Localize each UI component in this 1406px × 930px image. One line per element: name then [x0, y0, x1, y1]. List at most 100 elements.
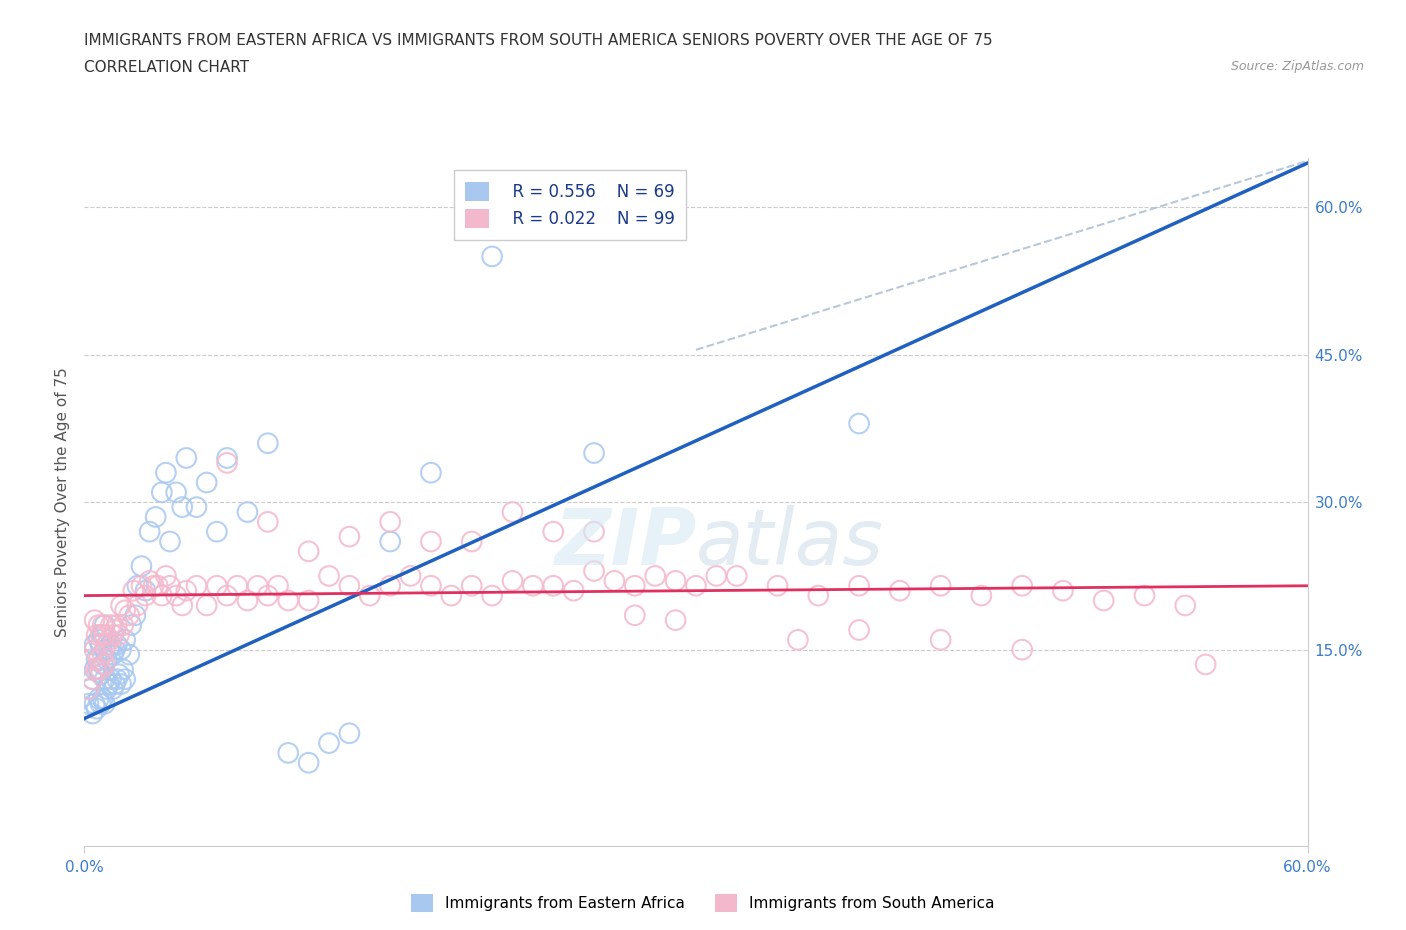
- Point: [236, 593, 259, 608]
- Point: [93, 618, 117, 632]
- Point: [298, 544, 321, 559]
- Point: [91, 647, 114, 662]
- Point: [176, 583, 198, 598]
- Point: [118, 647, 141, 662]
- Point: [420, 578, 443, 593]
- Point: [257, 588, 280, 603]
- Point: [543, 578, 565, 593]
- Point: [1195, 657, 1218, 671]
- Point: [1011, 643, 1033, 658]
- Point: [929, 578, 952, 593]
- Point: [502, 574, 524, 589]
- Point: [82, 671, 104, 686]
- Text: Source: ZipAtlas.com: Source: ZipAtlas.com: [1230, 60, 1364, 73]
- Point: [848, 622, 870, 637]
- Point: [112, 662, 135, 677]
- Point: [583, 445, 606, 460]
- Point: [87, 662, 110, 677]
- Point: [86, 652, 108, 667]
- Point: [100, 618, 122, 632]
- Point: [186, 499, 208, 514]
- Point: [124, 608, 146, 623]
- Point: [135, 583, 157, 598]
- Point: [929, 632, 952, 647]
- Point: [138, 525, 160, 539]
- Point: [77, 682, 100, 697]
- Point: [83, 637, 105, 652]
- Point: [1092, 593, 1115, 608]
- Point: [150, 485, 173, 499]
- Point: [165, 485, 187, 499]
- Text: CORRELATION CHART: CORRELATION CHART: [84, 60, 249, 75]
- Point: [339, 578, 361, 593]
- Point: [83, 662, 105, 677]
- Point: [150, 588, 173, 603]
- Point: [155, 568, 177, 583]
- Point: [131, 578, 153, 593]
- Point: [104, 677, 127, 692]
- Point: [583, 564, 606, 578]
- Point: [1133, 588, 1156, 603]
- Point: [87, 652, 110, 667]
- Point: [172, 598, 194, 613]
- Point: [77, 697, 100, 711]
- Point: [399, 568, 422, 583]
- Point: [93, 628, 117, 643]
- Point: [481, 588, 503, 603]
- Point: [481, 249, 503, 264]
- Point: [543, 525, 565, 539]
- Point: [848, 578, 870, 593]
- Point: [86, 701, 108, 716]
- Point: [127, 578, 149, 593]
- Point: [138, 574, 160, 589]
- Point: [105, 671, 128, 686]
- Point: [1174, 598, 1197, 613]
- Point: [91, 691, 114, 706]
- Point: [114, 671, 136, 686]
- Point: [110, 643, 132, 658]
- Point: [112, 618, 135, 632]
- Text: IMMIGRANTS FROM EASTERN AFRICA VS IMMIGRANTS FROM SOUTH AMERICA SENIORS POVERTY : IMMIGRANTS FROM EASTERN AFRICA VS IMMIGR…: [84, 33, 993, 47]
- Y-axis label: Seniors Poverty Over the Age of 75: Seniors Poverty Over the Age of 75: [55, 367, 70, 637]
- Text: atlas: atlas: [696, 506, 884, 581]
- Point: [226, 578, 249, 593]
- Point: [97, 643, 120, 658]
- Point: [83, 613, 105, 628]
- Point: [440, 588, 463, 603]
- Point: [685, 578, 707, 593]
- Point: [135, 588, 157, 603]
- Point: [624, 608, 647, 623]
- Point: [257, 436, 280, 451]
- Point: [86, 628, 108, 643]
- Point: [93, 671, 117, 686]
- Point: [277, 593, 299, 608]
- Point: [90, 662, 112, 677]
- Point: [176, 450, 198, 465]
- Point: [131, 559, 153, 574]
- Point: [787, 632, 810, 647]
- Point: [87, 632, 110, 647]
- Point: [101, 628, 124, 643]
- Point: [83, 697, 105, 711]
- Point: [91, 618, 114, 632]
- Point: [205, 578, 228, 593]
- Point: [807, 588, 830, 603]
- Point: [122, 583, 145, 598]
- Point: [665, 574, 688, 589]
- Point: [420, 534, 443, 549]
- Point: [195, 598, 218, 613]
- Point: [100, 637, 122, 652]
- Point: [93, 643, 117, 658]
- Point: [114, 603, 136, 618]
- Point: [108, 628, 131, 643]
- Point: [105, 618, 128, 632]
- Point: [101, 647, 124, 662]
- Point: [603, 574, 626, 589]
- Point: [146, 578, 169, 593]
- Point: [110, 677, 132, 692]
- Point: [104, 622, 127, 637]
- Point: [217, 450, 239, 465]
- Point: [318, 736, 340, 751]
- Point: [725, 568, 748, 583]
- Point: [298, 593, 321, 608]
